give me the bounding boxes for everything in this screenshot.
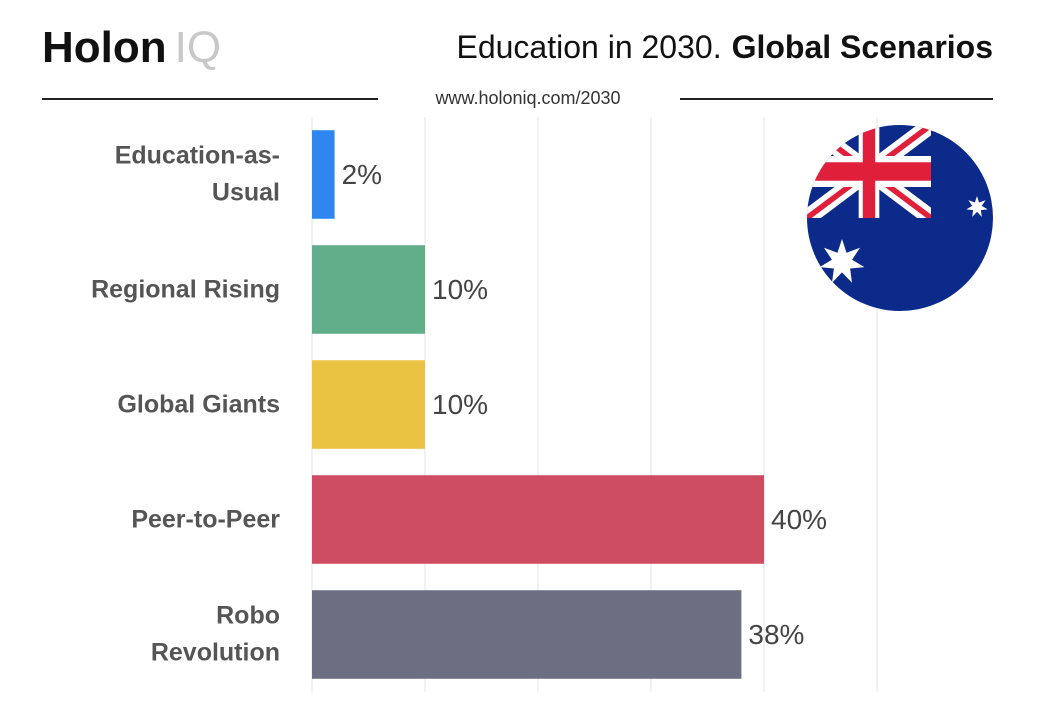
bar <box>312 590 742 679</box>
title-emphasis: Global Scenarios <box>732 29 993 65</box>
bar <box>312 360 425 449</box>
logo-name: Holon <box>42 23 167 72</box>
category-label: Regional Rising <box>91 274 280 303</box>
url: www.holoniq.com/2030 <box>434 88 620 108</box>
logo: Holon IQ <box>42 23 221 72</box>
value-label: 40% <box>771 504 827 535</box>
value-label: 2% <box>342 159 382 190</box>
category-label: Robo Revolution <box>150 601 280 667</box>
category-label: Education-as-Usual <box>114 141 280 207</box>
value-label: 10% <box>432 389 488 420</box>
flag-star <box>819 239 865 283</box>
flag-star <box>966 196 988 217</box>
flag <box>807 125 993 311</box>
value-label: 10% <box>432 274 488 305</box>
category-label: Global Giants <box>117 389 280 418</box>
chart-title: Education in 2030. Global Scenarios <box>456 29 993 65</box>
logo-suffix: IQ <box>175 23 221 72</box>
title-text: Education in 2030. <box>456 29 721 65</box>
bar <box>312 130 335 219</box>
bar <box>312 245 425 334</box>
category-label: Peer-to-Peer <box>131 504 280 533</box>
value-label: 38% <box>748 619 804 650</box>
bar <box>312 475 764 564</box>
